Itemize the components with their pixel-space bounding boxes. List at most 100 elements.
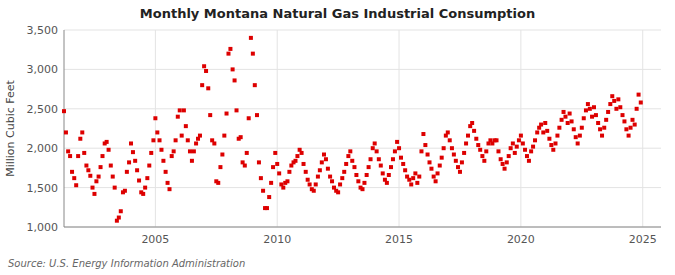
point: [166, 181, 170, 185]
point: [168, 187, 172, 191]
y-tick-label: 1,500: [27, 182, 59, 195]
point: [598, 127, 602, 131]
point: [606, 110, 610, 114]
point: [97, 175, 101, 179]
point: [466, 134, 470, 138]
point: [178, 108, 182, 112]
point: [80, 130, 84, 134]
point: [618, 105, 622, 109]
point: [186, 138, 190, 142]
point: [352, 165, 356, 169]
point: [99, 165, 103, 169]
chart-svg: Monthly Montana Natural Gas Industrial C…: [0, 0, 675, 275]
point: [158, 138, 162, 142]
point: [592, 105, 596, 109]
point: [295, 154, 299, 158]
point: [362, 181, 366, 185]
point: [434, 179, 438, 183]
point: [637, 93, 641, 97]
point: [588, 107, 592, 111]
point: [184, 124, 188, 128]
point: [137, 179, 141, 183]
point: [88, 174, 92, 178]
point: [123, 189, 127, 193]
point: [482, 159, 486, 163]
point: [62, 109, 66, 113]
point: [533, 138, 537, 142]
y-grid-line: [64, 30, 661, 31]
x-grid-line: [277, 30, 278, 227]
point: [429, 167, 433, 171]
point: [507, 154, 511, 158]
point: [251, 52, 255, 56]
point: [287, 170, 291, 174]
point: [624, 127, 628, 131]
point: [180, 134, 184, 138]
point: [68, 154, 72, 158]
point: [523, 148, 527, 152]
x-tick-label: 2005: [141, 233, 169, 246]
point: [141, 192, 145, 196]
point: [155, 130, 159, 134]
point: [220, 153, 224, 157]
point: [450, 146, 454, 150]
point: [113, 186, 117, 190]
point: [590, 115, 594, 119]
point: [239, 135, 243, 139]
point: [269, 181, 273, 185]
point: [300, 151, 304, 155]
point: [316, 175, 320, 179]
point: [275, 162, 279, 166]
point: [409, 182, 413, 186]
point: [553, 141, 557, 145]
point: [423, 143, 427, 147]
point: [204, 69, 208, 73]
point: [259, 176, 263, 180]
point: [387, 173, 391, 177]
x-tick-label: 2025: [629, 233, 657, 246]
point: [149, 151, 153, 155]
point: [306, 178, 310, 182]
point: [318, 168, 322, 172]
point: [411, 176, 415, 180]
y-grid-line: [64, 69, 661, 70]
point: [576, 141, 580, 145]
point: [555, 134, 559, 138]
x-axis-line: [64, 227, 661, 228]
point: [164, 170, 168, 174]
point: [72, 176, 76, 180]
point: [604, 118, 608, 122]
point: [509, 146, 513, 150]
point: [501, 162, 505, 166]
point: [620, 113, 624, 117]
chart-container: Monthly Montana Natural Gas Industrial C…: [0, 0, 675, 275]
point: [610, 94, 614, 98]
point: [235, 108, 239, 112]
point: [109, 164, 113, 168]
point: [531, 145, 535, 149]
point: [460, 160, 464, 164]
point: [314, 182, 318, 186]
point: [340, 176, 344, 180]
point: [557, 126, 561, 130]
point: [212, 141, 216, 145]
point: [369, 157, 373, 161]
point: [478, 148, 482, 152]
point: [415, 181, 419, 185]
point: [225, 112, 229, 116]
point: [161, 159, 165, 163]
point: [202, 64, 206, 68]
point: [529, 149, 533, 153]
point: [253, 83, 257, 87]
point: [344, 162, 348, 166]
point: [635, 107, 639, 111]
point: [629, 126, 633, 130]
y-grid-line: [64, 108, 661, 109]
point: [499, 157, 503, 161]
point: [277, 171, 281, 175]
point: [464, 141, 468, 145]
x-grid-line: [155, 30, 156, 227]
point: [511, 141, 515, 145]
point: [312, 189, 316, 193]
point: [448, 138, 452, 142]
